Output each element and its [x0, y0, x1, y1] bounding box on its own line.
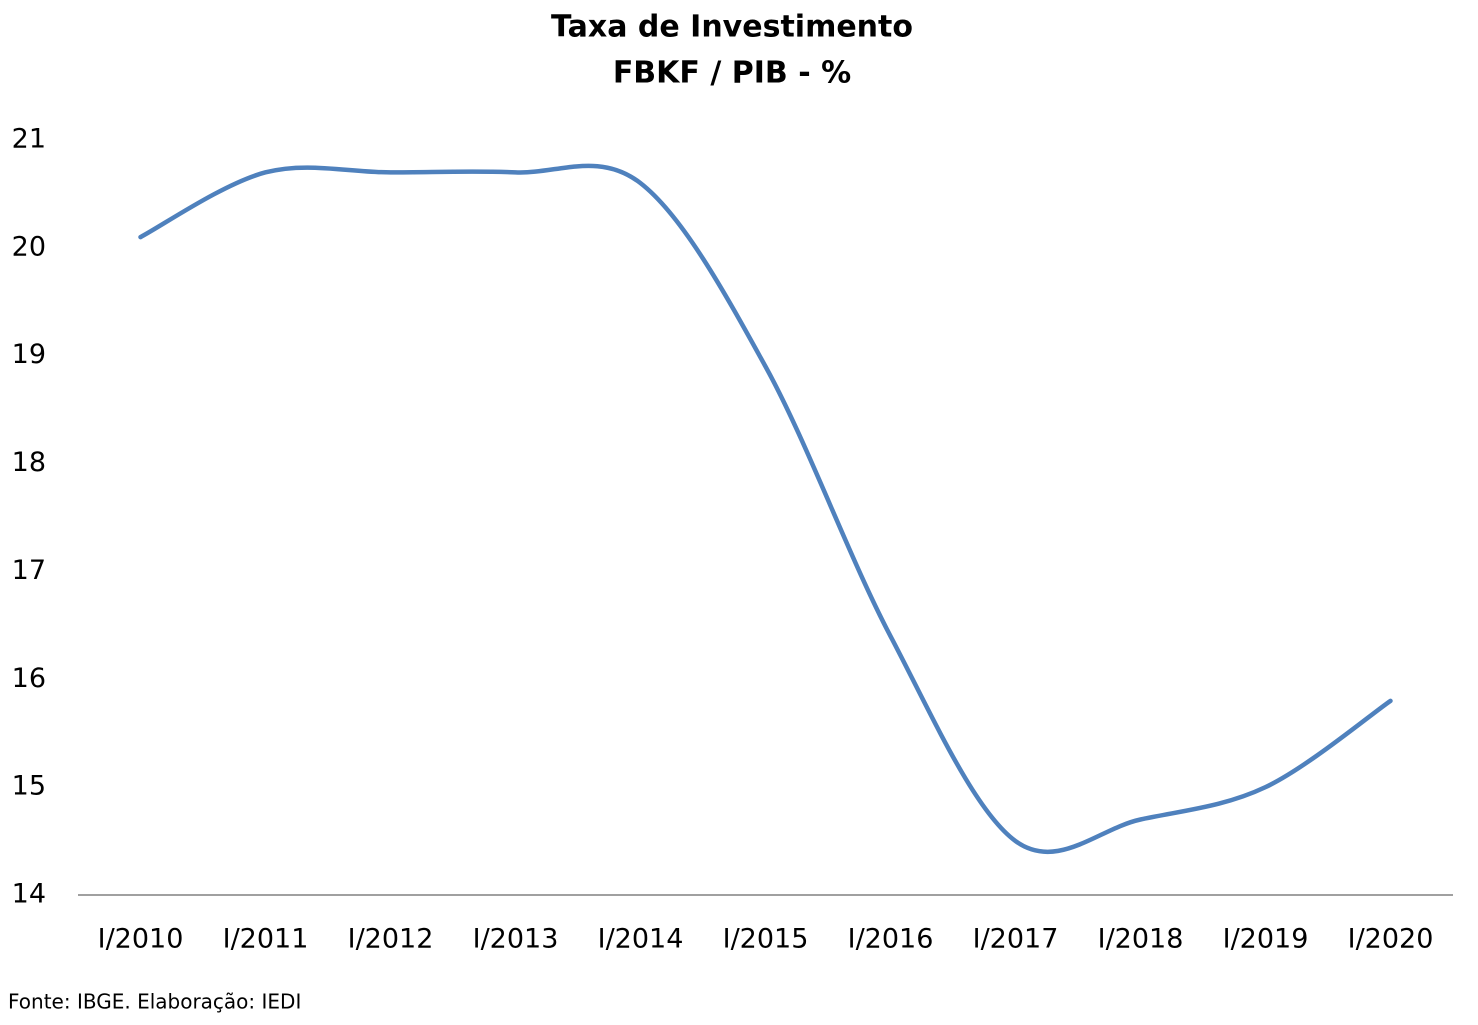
x-tick-label: I/2012 — [348, 924, 434, 955]
x-tick-label: I/2020 — [1348, 924, 1434, 955]
chart-title: Taxa de Investimento — [551, 10, 913, 45]
data-line — [138, 163, 1393, 855]
x-tick-label: I/2011 — [223, 924, 309, 955]
x-tick-label: I/2013 — [473, 924, 559, 955]
y-tick-label: 14 — [12, 879, 46, 910]
y-tick-label: 17 — [12, 555, 46, 586]
x-tick-label: I/2016 — [848, 924, 934, 955]
x-tick-label: I/2014 — [598, 924, 684, 955]
chart-subtitle: FBKF / PIB - % — [613, 56, 851, 91]
x-tick-label: I/2015 — [723, 924, 809, 955]
y-tick-label: 20 — [12, 231, 46, 262]
x-tick-label: I/2017 — [973, 924, 1059, 955]
y-tick-label: 15 — [12, 771, 46, 802]
x-tick-label: I/2010 — [98, 924, 184, 955]
y-tick-label: 21 — [12, 124, 46, 155]
x-tick-label: I/2018 — [1098, 924, 1184, 955]
y-tick-label: 19 — [12, 339, 46, 370]
y-tick-label: 18 — [12, 447, 46, 478]
source-note: Fonte: IBGE. Elaboração: IEDI — [8, 990, 301, 1014]
x-tick-label: I/2019 — [1223, 924, 1309, 955]
y-tick-label: 16 — [12, 663, 46, 694]
